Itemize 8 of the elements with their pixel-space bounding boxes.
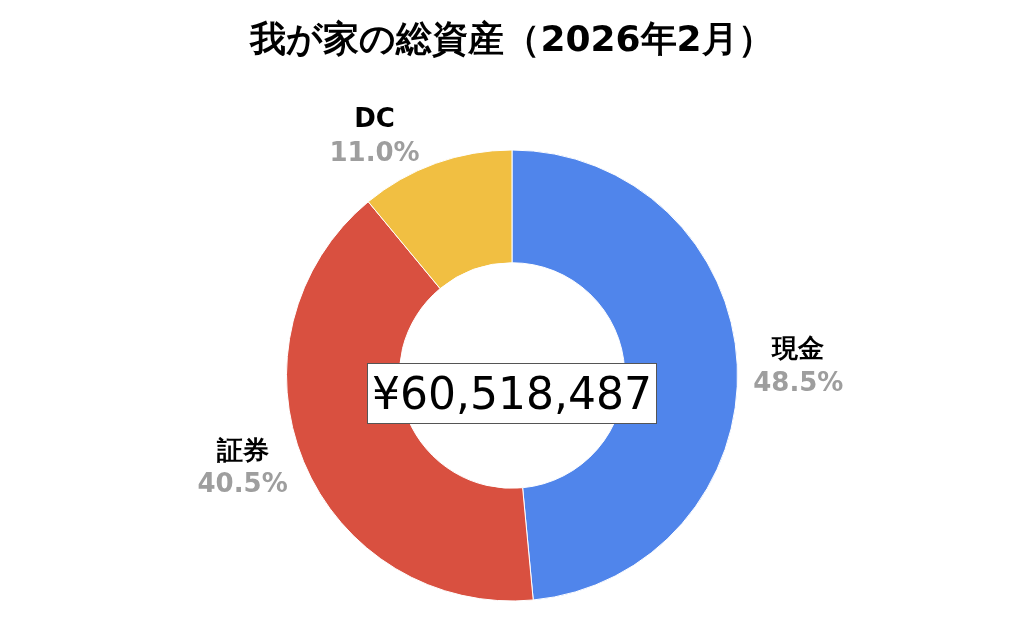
slice-label: 証券 [215,434,269,465]
data-label: 40.5% [197,468,288,499]
slice-label: 現金 [771,332,825,363]
chart-title: 我が家の総資産（2026年2月） [249,17,774,59]
text: ¥60,518,487 [372,368,652,419]
data-label: 48.5% [753,366,844,397]
data-label: 11.0% [329,136,420,167]
slice-label: DC [354,103,395,134]
